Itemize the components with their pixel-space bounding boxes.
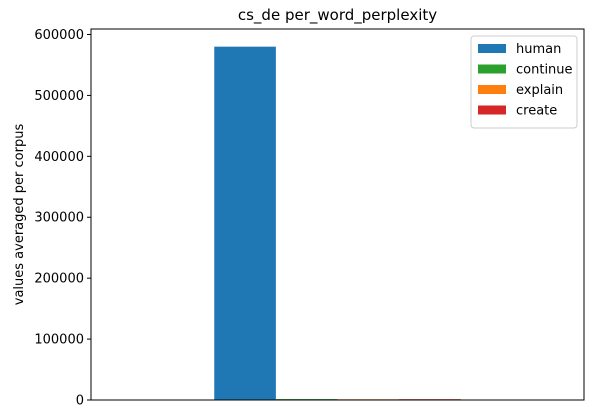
y-axis: 0 100000 200000 300000 400000 500000 600000 <box>34 28 91 409</box>
legend-label-create: create <box>516 104 557 119</box>
legend: human continue explain create <box>470 35 578 129</box>
legend-label-explain: explain <box>516 83 563 98</box>
plot-frame <box>90 28 585 401</box>
y-tick-label: 100000 <box>34 333 84 348</box>
legend-swatch-continue <box>478 64 506 74</box>
legend-swatch-create <box>478 105 506 115</box>
y-axis-label: values averaged per corpus <box>12 124 27 306</box>
y-tick-label: 400000 <box>34 150 84 165</box>
y-tick-label: 600000 <box>34 28 84 43</box>
legend-swatch-human <box>478 44 506 53</box>
y-tick-label: 500000 <box>34 89 84 104</box>
bar-human <box>214 46 276 401</box>
legend-label-human: human <box>516 42 561 57</box>
chart-title: cs_de per_word_perplexity <box>238 6 437 25</box>
legend-box <box>470 35 578 129</box>
bars-group <box>214 46 461 401</box>
y-tick-label: 200000 <box>34 272 84 287</box>
legend-label-continue: continue <box>516 63 573 78</box>
y-tick-label: 0 <box>76 394 84 409</box>
legend-swatch-explain <box>478 85 506 94</box>
y-tick-label: 300000 <box>34 211 84 226</box>
